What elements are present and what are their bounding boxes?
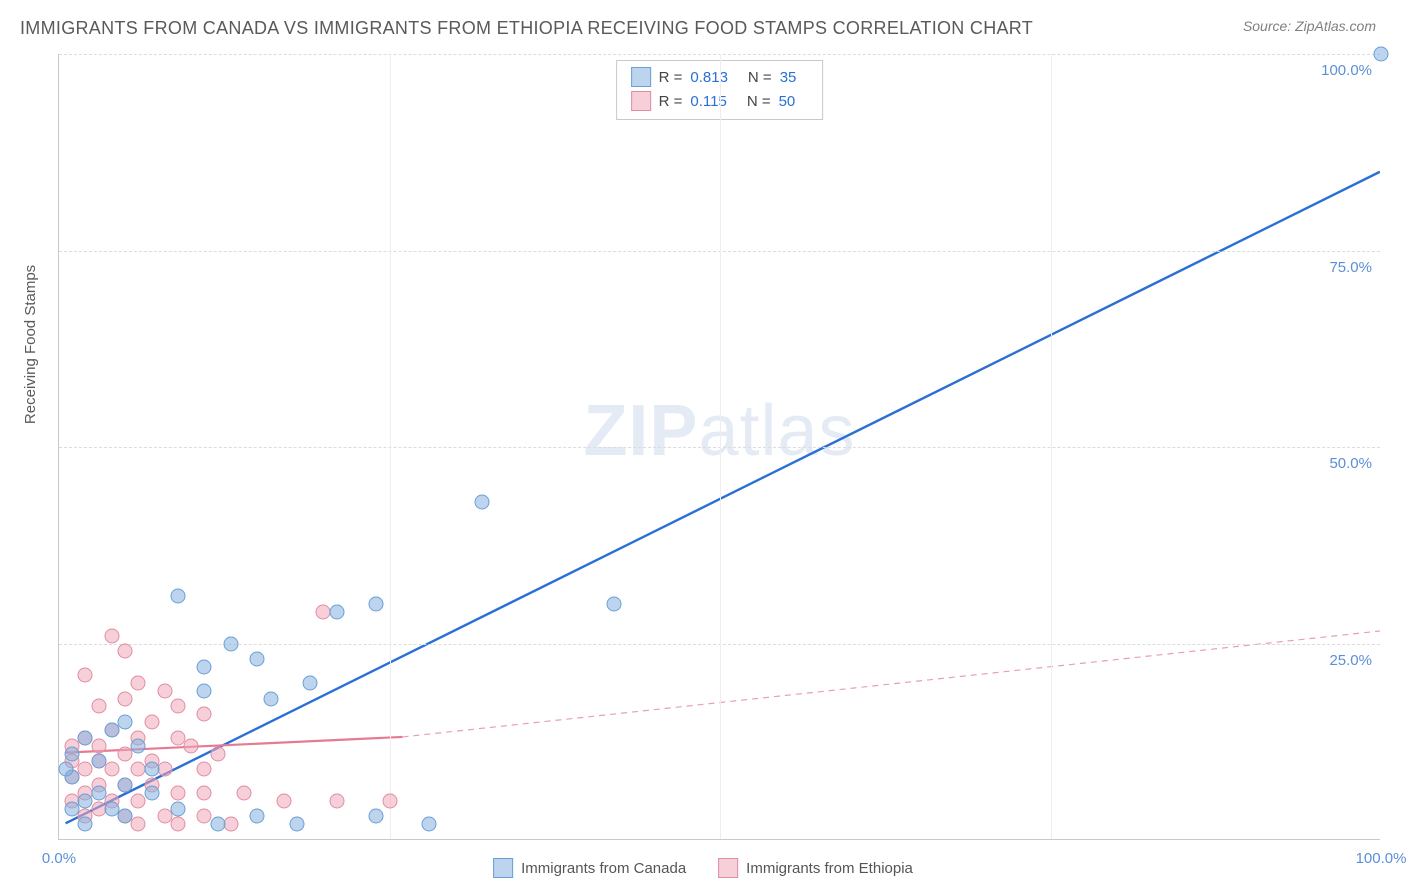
gridline-v <box>390 54 391 839</box>
scatter-point <box>1374 47 1389 62</box>
scatter-point <box>91 754 106 769</box>
gridline-v <box>720 54 721 839</box>
series-legend: Immigrants from Canada Immigrants from E… <box>493 858 913 878</box>
scatter-point <box>329 605 344 620</box>
y-tick-label: 25.0% <box>1329 652 1372 669</box>
scatter-point <box>197 785 212 800</box>
scatter-point <box>144 715 159 730</box>
scatter-point <box>118 691 133 706</box>
y-tick-label: 50.0% <box>1329 455 1372 472</box>
scatter-point <box>369 809 384 824</box>
scatter-point <box>91 738 106 753</box>
scatter-point <box>303 675 318 690</box>
swatch-canada <box>493 858 513 878</box>
scatter-point <box>91 785 106 800</box>
gridline-v <box>1051 54 1052 839</box>
scatter-point <box>223 636 238 651</box>
swatch-canada <box>631 67 651 87</box>
scatter-point <box>263 691 278 706</box>
scatter-point <box>223 817 238 832</box>
x-tick-label: 100.0% <box>1356 850 1406 867</box>
scatter-point <box>144 785 159 800</box>
scatter-point <box>197 660 212 675</box>
scatter-point <box>250 652 265 667</box>
scatter-point <box>78 817 93 832</box>
scatter-point <box>329 793 344 808</box>
scatter-point <box>607 597 622 612</box>
y-tick-label: 75.0% <box>1329 259 1372 276</box>
scatter-point <box>422 817 437 832</box>
scatter-point <box>131 738 146 753</box>
scatter-point <box>65 801 80 816</box>
chart-title: IMMIGRANTS FROM CANADA VS IMMIGRANTS FRO… <box>20 18 1033 39</box>
scatter-point <box>91 699 106 714</box>
x-tick-label: 0.0% <box>42 850 76 867</box>
scatter-point <box>157 683 172 698</box>
scatter-point <box>170 817 185 832</box>
scatter-point <box>210 817 225 832</box>
scatter-point <box>237 785 252 800</box>
scatter-point <box>170 785 185 800</box>
scatter-point <box>118 777 133 792</box>
scatter-point <box>118 644 133 659</box>
scatter-point <box>118 715 133 730</box>
source-label: Source: ZipAtlas.com <box>1243 18 1376 34</box>
scatter-point <box>170 699 185 714</box>
scatter-point <box>131 817 146 832</box>
scatter-point <box>65 746 80 761</box>
scatter-point <box>104 628 119 643</box>
scatter-point <box>276 793 291 808</box>
scatter-point <box>78 730 93 745</box>
scatter-point <box>170 589 185 604</box>
scatter-point <box>250 809 265 824</box>
scatter-point <box>289 817 304 832</box>
scatter-point <box>104 722 119 737</box>
swatch-ethiopia <box>631 91 651 111</box>
scatter-point <box>210 746 225 761</box>
scatter-point <box>382 793 397 808</box>
scatter-point <box>78 667 93 682</box>
scatter-point <box>170 801 185 816</box>
scatter-point <box>78 793 93 808</box>
scatter-point <box>184 738 199 753</box>
scatter-point <box>131 675 146 690</box>
scatter-point <box>58 762 73 777</box>
y-tick-label: 100.0% <box>1321 62 1372 79</box>
scatter-point <box>104 762 119 777</box>
swatch-ethiopia <box>718 858 738 878</box>
scatter-point <box>118 809 133 824</box>
scatter-point <box>197 707 212 722</box>
legend-item-canada: Immigrants from Canada <box>493 858 686 878</box>
scatter-point <box>369 597 384 612</box>
scatter-point <box>157 762 172 777</box>
scatter-point <box>144 762 159 777</box>
scatter-plot: ZIPatlas R = 0.813 N = 35 R = 0.115 N = … <box>58 54 1380 840</box>
scatter-point <box>197 683 212 698</box>
y-axis-title: Receiving Food Stamps <box>22 265 39 424</box>
scatter-point <box>475 495 490 510</box>
scatter-point <box>197 762 212 777</box>
legend-item-ethiopia: Immigrants from Ethiopia <box>718 858 913 878</box>
